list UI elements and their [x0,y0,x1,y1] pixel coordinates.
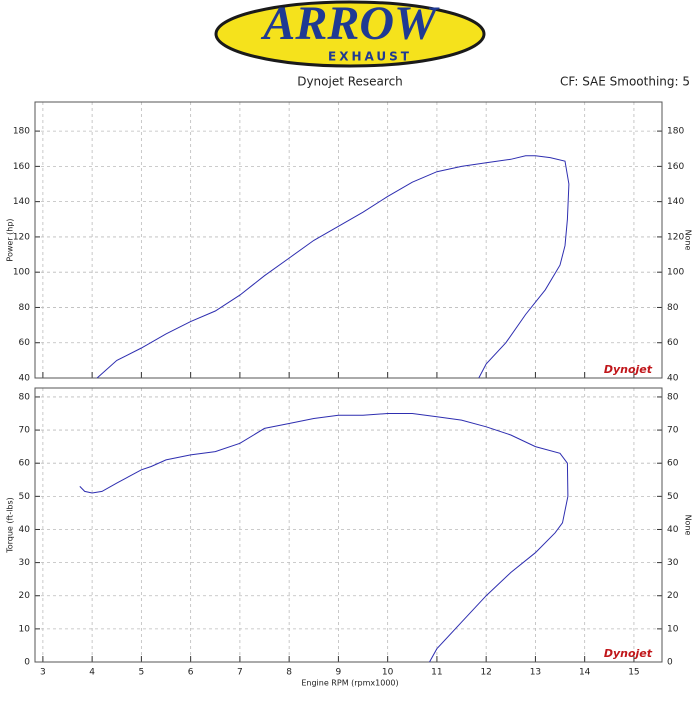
data-line [79,413,569,663]
x-tick-label: 13 [530,668,541,678]
y2-axis-label: None [684,515,693,536]
x-tick-label: 7 [237,668,243,678]
x-tick-label: 8 [286,668,292,678]
y-axis-label: Power (hp) [6,218,15,261]
logo-oval [214,0,486,68]
y-tick-label: 50 [19,492,31,502]
x-tick-label: 5 [139,668,145,678]
y-tick-label: 180 [13,127,30,137]
plot-frame [34,101,663,379]
y-tick-label: 70 [19,426,31,436]
y-tick-label: 80 [19,303,31,313]
y2-axis-label: None [684,230,693,251]
header-center: Dynojet Research [297,75,403,89]
y-tick-label: 60 [19,338,31,348]
y2-tick-label: 160 [667,162,684,172]
y-tick-label: 0 [24,658,30,668]
y-tick-label: 40 [19,374,31,384]
y2-tick-label: 40 [667,525,679,535]
y2-tick-label: 140 [667,197,684,207]
y-tick-label: 80 [19,392,31,402]
x-tick-label: 12 [480,668,491,678]
y2-tick-label: 20 [667,591,679,601]
y-tick-label: 40 [19,525,31,535]
y2-tick-label: 0 [667,658,673,668]
x-tick-label: 10 [382,668,394,678]
x-axis-label: Engine RPM (rpmx1000) [301,679,398,688]
y2-tick-label: 10 [667,624,679,634]
y2-tick-label: 60 [667,338,679,348]
x-tick-label: 9 [336,668,342,678]
x-tick-label: 6 [188,668,194,678]
y-axis-label: Torque (ft-lbs) [6,497,15,554]
y-tick-label: 10 [19,624,31,634]
y2-tick-label: 60 [667,459,679,469]
y-tick-label: 100 [13,268,30,278]
x-tick-label: 3 [40,668,46,678]
logo-subtext: EXHAUST [328,50,412,64]
plot-frame [34,387,663,663]
plot-area [35,102,662,378]
y2-tick-label: 180 [667,127,684,137]
y-tick-label: 60 [19,459,31,469]
y2-tick-label: 120 [667,232,684,242]
y2-tick-label: 80 [667,303,679,313]
y-tick-label: 140 [13,197,30,207]
y-tick-label: 30 [19,558,31,568]
x-tick-label: 15 [628,668,639,678]
y2-tick-label: 70 [667,426,679,436]
x-tick-label: 14 [579,668,591,678]
watermark: Dynojet [604,363,653,376]
data-line [96,155,570,379]
y-tick-label: 120 [13,232,30,242]
y-tick-label: 20 [19,591,31,601]
x-tick-label: 4 [89,668,95,678]
y2-tick-label: 80 [667,392,679,402]
y-tick-label: 160 [13,162,30,172]
y2-tick-label: 40 [667,374,679,384]
x-tick-label: 11 [431,668,442,678]
logo-text: ARROW [260,0,440,50]
y2-tick-label: 30 [667,558,679,568]
watermark: Dynojet [604,647,653,660]
plot-area [35,388,662,662]
y2-tick-label: 50 [667,492,679,502]
header-right: CF: SAE Smoothing: 5 [560,75,690,89]
y2-tick-label: 100 [667,268,684,278]
